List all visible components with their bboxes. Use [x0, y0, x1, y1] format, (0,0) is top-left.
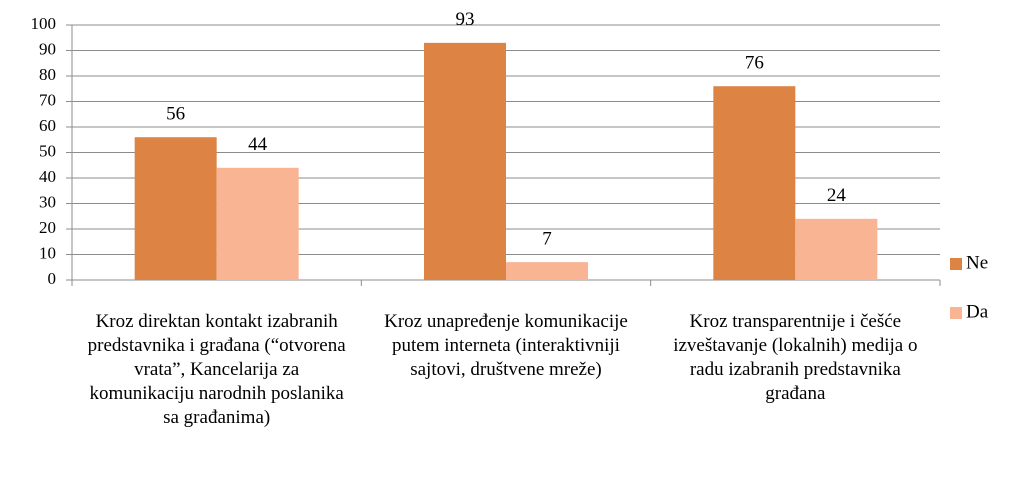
- legend-swatch: [950, 258, 962, 270]
- bar: [795, 218, 878, 280]
- y-tick-label: 60: [39, 116, 56, 135]
- y-tick-label: 40: [39, 167, 56, 186]
- bar: [424, 42, 506, 280]
- bar: [216, 167, 299, 280]
- y-tick-label: 90: [39, 39, 56, 58]
- y-tick-label: 30: [39, 192, 56, 211]
- legend-label: Da: [966, 301, 989, 322]
- y-tick-label: 80: [39, 65, 56, 84]
- data-label: 44: [248, 134, 268, 155]
- y-tick-label: 100: [31, 14, 57, 33]
- y-tick-label: 10: [39, 243, 56, 262]
- data-label: 7: [542, 229, 552, 250]
- y-tick-label: 50: [39, 141, 56, 160]
- y-tick-label: 70: [39, 90, 56, 109]
- y-tick-label: 0: [48, 269, 57, 288]
- bar: [713, 86, 796, 280]
- legend-swatch: [950, 307, 962, 319]
- y-tick-label: 20: [39, 218, 56, 237]
- data-label: 76: [745, 53, 764, 74]
- data-label: 56: [166, 104, 185, 125]
- data-label: 93: [456, 9, 475, 30]
- bar: [134, 137, 217, 280]
- x-tick-label: Kroz transparentnije i češće izveštavanj…: [673, 311, 918, 404]
- data-label: 24: [827, 185, 847, 206]
- bar: [506, 262, 588, 280]
- legend-label: Ne: [966, 252, 988, 273]
- x-tick-label: Kroz direktan kontakt izabranih predstav…: [87, 311, 346, 428]
- x-tick-label: Kroz unapređenje komunikacije putem inte…: [384, 311, 628, 380]
